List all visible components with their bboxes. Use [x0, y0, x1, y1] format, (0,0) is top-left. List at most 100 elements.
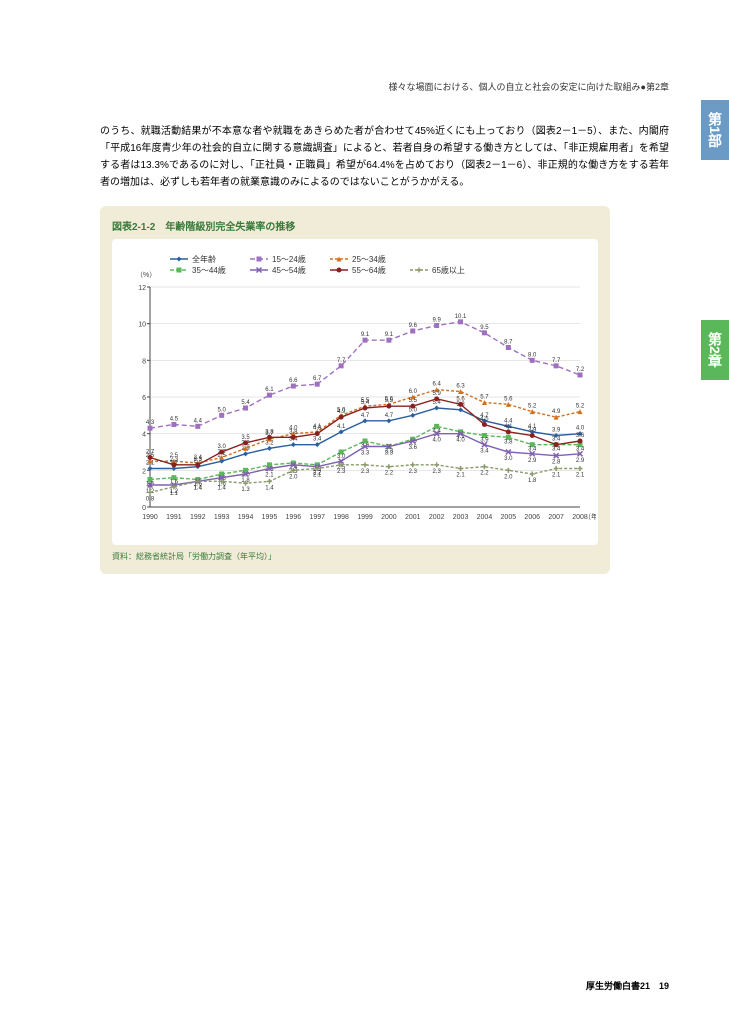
svg-text:3.0: 3.0	[504, 456, 513, 462]
svg-text:4.5: 4.5	[480, 417, 489, 423]
svg-text:4.0: 4.0	[313, 426, 322, 432]
svg-text:10.1: 10.1	[455, 314, 467, 320]
svg-text:15～24歳: 15～24歳	[272, 254, 306, 264]
svg-text:1.1: 1.1	[170, 491, 179, 497]
svg-text:2007: 2007	[548, 514, 564, 521]
svg-text:3.0: 3.0	[217, 444, 226, 450]
svg-text:1991: 1991	[166, 514, 182, 521]
svg-text:1998: 1998	[333, 514, 349, 521]
svg-text:2006: 2006	[524, 514, 540, 521]
svg-text:2.1: 2.1	[313, 473, 322, 479]
svg-text:2.3: 2.3	[194, 457, 203, 463]
svg-text:4.9: 4.9	[337, 409, 346, 415]
svg-text:5.7: 5.7	[480, 395, 489, 401]
body-paragraph: のうち、就職活動結果が不本意な者や就職をあきらめた者が合わせて45%近くにも上っ…	[100, 123, 669, 191]
svg-text:1994: 1994	[238, 514, 254, 521]
svg-text:9.9: 9.9	[432, 318, 441, 324]
svg-text:1999: 1999	[357, 514, 373, 521]
svg-text:2.1: 2.1	[576, 473, 585, 479]
side-tab-part1: 第1部	[701, 100, 729, 160]
svg-text:8: 8	[142, 358, 146, 365]
svg-text:3.8: 3.8	[265, 429, 274, 435]
svg-text:3.8: 3.8	[504, 439, 513, 445]
svg-text:65歳以上: 65歳以上	[432, 265, 465, 275]
svg-text:3.4: 3.4	[313, 437, 322, 443]
svg-text:8.7: 8.7	[504, 340, 513, 346]
svg-text:2.3: 2.3	[409, 469, 418, 475]
svg-text:2.3: 2.3	[170, 457, 179, 463]
svg-text:2.0: 2.0	[504, 474, 513, 480]
svg-text:4: 4	[142, 432, 146, 439]
svg-text:1.8: 1.8	[528, 478, 537, 484]
svg-text:4.7: 4.7	[361, 413, 370, 419]
svg-text:3.9: 3.9	[552, 428, 561, 434]
svg-text:2.3: 2.3	[337, 469, 346, 475]
svg-text:2.8: 2.8	[552, 460, 561, 466]
svg-text:6.7: 6.7	[313, 376, 322, 382]
svg-text:4.0: 4.0	[432, 438, 441, 444]
svg-text:4.5: 4.5	[170, 417, 179, 423]
svg-text:1992: 1992	[190, 514, 206, 521]
svg-text:4.7: 4.7	[385, 413, 394, 419]
page-footer: 厚生労働白書21 19	[586, 979, 669, 992]
svg-text:9.5: 9.5	[480, 325, 489, 331]
svg-text:9.1: 9.1	[385, 332, 394, 338]
chart-source: 資料：総務省統計局「労働力調査（年平均）」	[112, 551, 598, 562]
svg-text:4.1: 4.1	[337, 424, 346, 430]
svg-text:2.0: 2.0	[289, 474, 298, 480]
svg-text:1993: 1993	[214, 514, 230, 521]
svg-text:（%）: （%）	[136, 271, 156, 279]
svg-text:5.2: 5.2	[576, 404, 585, 410]
svg-text:2003: 2003	[453, 514, 469, 521]
svg-text:3.5: 3.5	[241, 435, 250, 441]
svg-text:7.7: 7.7	[337, 358, 346, 364]
svg-text:6.3: 6.3	[456, 384, 465, 390]
svg-text:2001: 2001	[405, 514, 421, 521]
chart-container: 図表2-1-2 年齢階級別完全失業率の推移 （%）024681012199019…	[100, 206, 610, 574]
svg-text:全年齢: 全年齢	[192, 254, 216, 264]
svg-text:2.2: 2.2	[480, 471, 489, 477]
svg-text:3.6: 3.6	[576, 433, 585, 439]
svg-text:3.4: 3.4	[552, 447, 561, 453]
chart-title: 図表2-1-2 年齢階級別完全失業率の推移	[112, 218, 598, 233]
svg-text:7.2: 7.2	[576, 367, 585, 373]
svg-text:9.1: 9.1	[361, 332, 370, 338]
svg-text:6: 6	[142, 395, 146, 402]
svg-text:2.9: 2.9	[576, 458, 585, 464]
svg-text:55～64歳: 55～64歳	[352, 265, 386, 275]
svg-text:25～34歳: 25～34歳	[352, 254, 386, 264]
svg-text:2.1: 2.1	[456, 473, 465, 479]
svg-text:3.4: 3.4	[552, 437, 561, 443]
svg-text:5.4: 5.4	[241, 400, 250, 406]
svg-text:7.7: 7.7	[552, 358, 561, 364]
svg-text:2.3: 2.3	[432, 469, 441, 475]
svg-text:5.2: 5.2	[528, 404, 537, 410]
svg-text:2.7: 2.7	[146, 450, 155, 456]
svg-text:3.4: 3.4	[480, 449, 489, 455]
svg-text:（年）: （年）	[584, 512, 596, 521]
svg-text:9.6: 9.6	[409, 323, 418, 329]
chart-plot-area: （%）0246810121990199119921993199419951996…	[112, 239, 598, 545]
svg-text:1995: 1995	[262, 514, 278, 521]
svg-text:3.9: 3.9	[528, 428, 537, 434]
svg-text:45～54歳: 45～54歳	[272, 265, 306, 275]
svg-text:1.4: 1.4	[265, 485, 274, 491]
svg-text:3.6: 3.6	[409, 445, 418, 451]
side-tab-chapter2: 第2章	[701, 320, 729, 380]
svg-text:6.6: 6.6	[289, 378, 298, 384]
svg-text:6.1: 6.1	[265, 387, 274, 393]
svg-text:5.9: 5.9	[432, 391, 441, 397]
svg-text:2000: 2000	[381, 514, 397, 521]
svg-text:0.8: 0.8	[146, 496, 155, 502]
svg-text:35～44歳: 35～44歳	[192, 265, 226, 275]
svg-text:6.4: 6.4	[432, 382, 441, 388]
svg-text:1.3: 1.3	[241, 487, 250, 493]
svg-text:4.9: 4.9	[552, 409, 561, 415]
svg-text:2004: 2004	[477, 514, 493, 521]
svg-text:12: 12	[138, 285, 146, 292]
svg-text:2.1: 2.1	[552, 473, 561, 479]
svg-text:5.6: 5.6	[456, 396, 465, 402]
svg-text:4.1: 4.1	[504, 424, 513, 430]
svg-text:5.0: 5.0	[217, 407, 226, 413]
svg-text:2.9: 2.9	[528, 458, 537, 464]
